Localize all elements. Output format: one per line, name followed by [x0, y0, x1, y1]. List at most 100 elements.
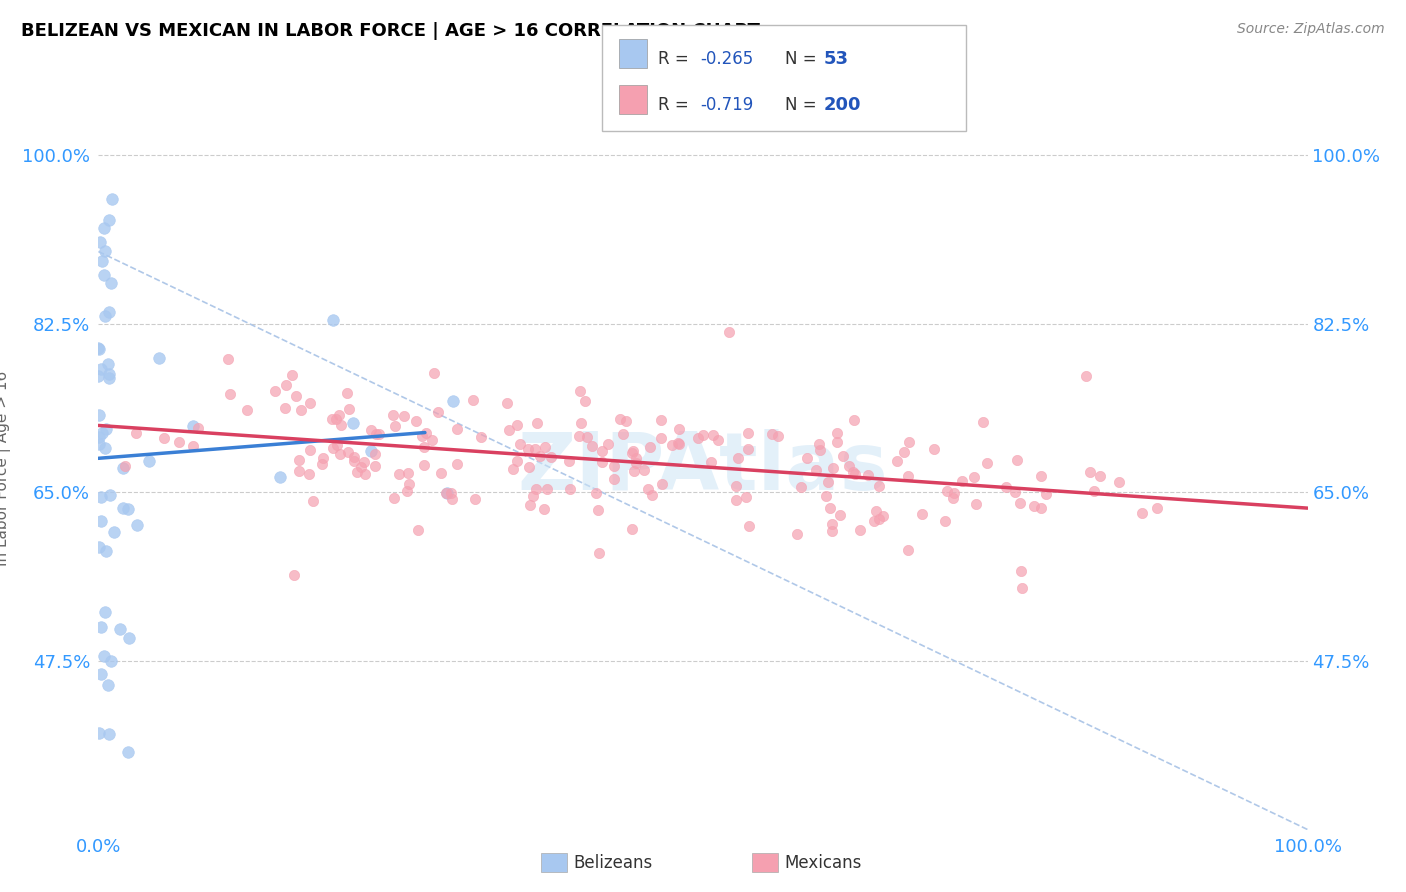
Point — [470, 430, 492, 444]
Point — [90, 490, 112, 504]
Point — [98, 368, 121, 382]
Point — [533, 502, 555, 516]
Point — [97, 357, 120, 371]
Point — [328, 408, 350, 422]
Point — [360, 444, 382, 458]
Text: R =: R = — [658, 50, 695, 68]
Point — [1108, 475, 1130, 490]
Point — [93, 268, 115, 282]
Point — [942, 491, 965, 505]
Point — [298, 442, 321, 457]
Point — [90, 362, 112, 376]
Point — [396, 483, 419, 498]
Point — [609, 411, 631, 425]
Point — [522, 489, 544, 503]
Point — [886, 454, 908, 468]
Point — [94, 309, 117, 323]
Point — [413, 458, 436, 472]
Point — [934, 515, 956, 529]
Point — [965, 497, 987, 511]
Point — [568, 428, 591, 442]
Point — [737, 442, 759, 456]
Point — [93, 244, 115, 259]
Point — [406, 523, 429, 537]
Point — [100, 192, 122, 206]
Point — [87, 342, 110, 356]
Point — [702, 428, 724, 442]
Point — [342, 416, 364, 430]
Point — [1035, 487, 1057, 501]
Point — [838, 458, 860, 473]
Point — [125, 517, 148, 532]
Point — [117, 501, 139, 516]
Point — [329, 447, 352, 461]
Point — [93, 221, 115, 235]
Point — [872, 508, 894, 523]
Point — [235, 402, 257, 417]
Point — [1010, 564, 1032, 578]
Point — [614, 413, 637, 427]
Point — [1078, 465, 1101, 479]
Point — [382, 409, 405, 423]
Point — [666, 436, 689, 450]
Point — [153, 431, 176, 445]
Point — [633, 463, 655, 477]
Point — [125, 426, 148, 441]
Point — [637, 482, 659, 496]
Point — [519, 460, 541, 475]
Point — [626, 456, 648, 470]
Point — [768, 428, 790, 442]
Text: 200: 200 — [824, 96, 862, 114]
Point — [426, 405, 449, 419]
Point — [995, 480, 1018, 494]
Point — [560, 482, 582, 496]
Point — [89, 235, 111, 249]
Point — [856, 467, 879, 482]
Point — [865, 504, 887, 518]
Point — [87, 342, 110, 356]
Point — [87, 437, 110, 451]
Point — [668, 437, 690, 451]
Point — [591, 454, 613, 468]
Point — [1031, 500, 1053, 515]
Point — [311, 457, 333, 471]
Point — [392, 409, 415, 423]
Point — [524, 442, 547, 457]
Point — [738, 519, 761, 533]
Point — [827, 434, 849, 449]
Point — [284, 389, 307, 403]
Point — [364, 426, 387, 441]
Point — [87, 368, 110, 383]
Point — [302, 493, 325, 508]
Point — [844, 413, 866, 427]
Point — [868, 479, 890, 493]
Point — [976, 456, 998, 470]
Point — [650, 431, 672, 445]
Point — [108, 622, 131, 636]
Point — [287, 453, 309, 467]
Point — [89, 726, 111, 740]
Point — [818, 500, 841, 515]
Point — [91, 425, 114, 440]
Point — [516, 442, 538, 456]
Point — [464, 491, 486, 506]
Point — [585, 485, 607, 500]
Point — [290, 402, 312, 417]
Point — [423, 366, 446, 380]
Point — [98, 487, 121, 501]
Point — [897, 435, 920, 450]
Point — [502, 462, 524, 476]
Point — [943, 486, 966, 500]
Point — [842, 465, 865, 479]
Point — [364, 459, 387, 474]
Point — [434, 486, 457, 500]
Point — [87, 408, 110, 422]
Point — [1074, 368, 1097, 383]
Point — [138, 454, 160, 468]
Text: -0.265: -0.265 — [700, 50, 754, 68]
Point — [299, 396, 322, 410]
Point — [167, 435, 190, 450]
Point — [591, 444, 613, 458]
Point — [814, 489, 837, 503]
Point — [94, 441, 117, 455]
